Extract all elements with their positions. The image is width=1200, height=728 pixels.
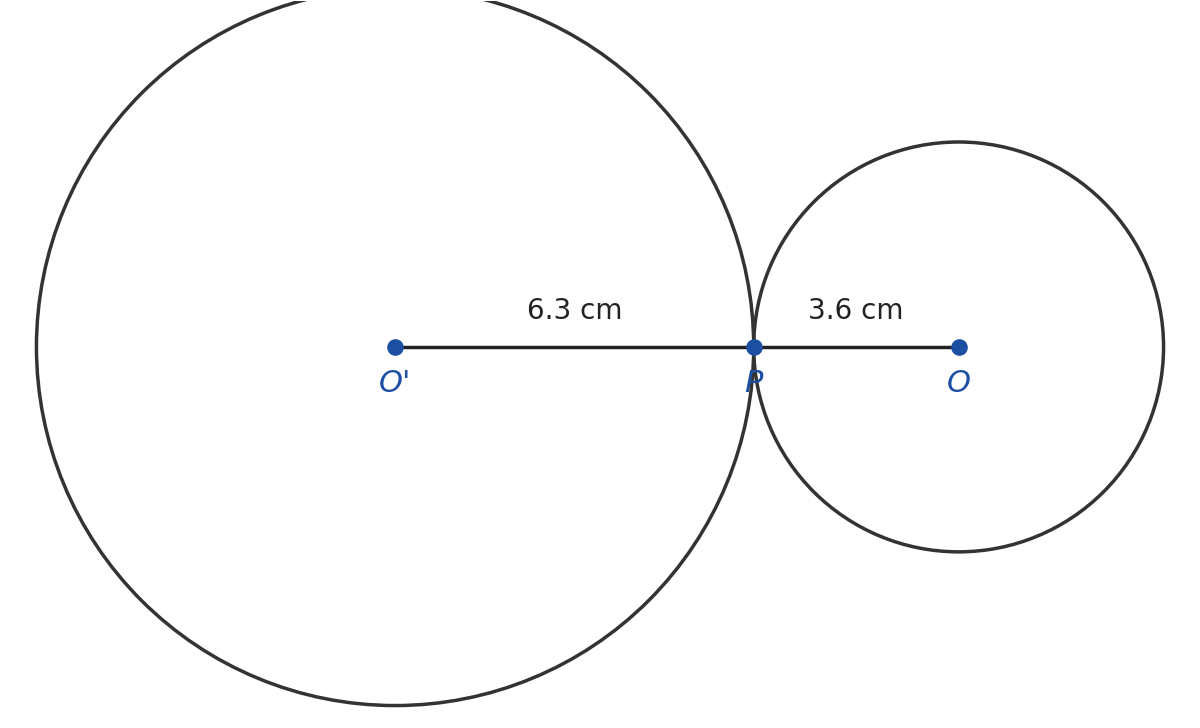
Point — [744, 341, 763, 353]
Text: O': O' — [379, 368, 412, 397]
Text: 6.3 cm: 6.3 cm — [527, 297, 622, 325]
Point — [385, 341, 404, 353]
Text: 3.6 cm: 3.6 cm — [809, 297, 904, 325]
Point — [949, 341, 968, 353]
Text: O: O — [947, 368, 971, 397]
Text: P: P — [744, 368, 763, 397]
